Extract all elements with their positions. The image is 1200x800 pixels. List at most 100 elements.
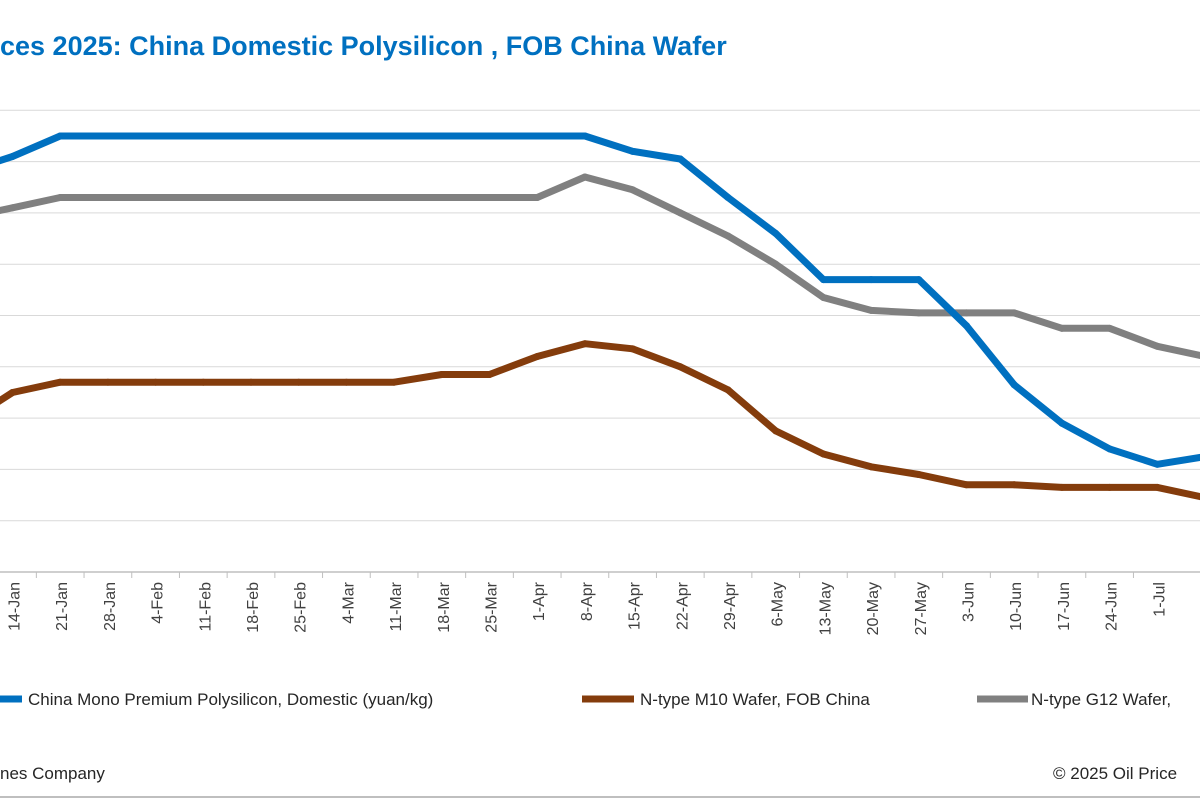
data-point	[1106, 324, 1114, 332]
data-point	[772, 260, 780, 268]
data-point	[104, 378, 112, 386]
x-tick-label: 25-Mar	[484, 581, 501, 632]
data-point	[724, 194, 732, 202]
x-tick-label: 11-Feb	[197, 582, 214, 632]
data-point	[629, 186, 637, 194]
data-point	[9, 204, 16, 212]
data-point	[438, 194, 446, 202]
x-tick-label: 4-Mar	[340, 581, 357, 623]
data-point	[1058, 419, 1066, 427]
data-point	[676, 155, 684, 163]
data-point	[772, 229, 780, 237]
data-point	[342, 194, 350, 202]
x-axis: 14-Jan 21-Jan 28-Jan 4-Feb 11-Feb 18-Feb 25-Fe…	[0, 571, 1200, 635]
data-point	[915, 276, 923, 284]
data-point	[486, 370, 493, 378]
data-point	[629, 147, 637, 155]
data-point	[963, 309, 970, 317]
x-tick-label: 6-May	[770, 582, 787, 626]
x-tick-label: 24-Jun	[1104, 582, 1121, 631]
x-tick-label: 18-Feb	[245, 582, 262, 633]
data-point	[581, 173, 589, 181]
gridlines	[0, 109, 1200, 522]
data-point	[104, 194, 112, 202]
data-point	[199, 132, 207, 140]
data-point	[152, 194, 160, 202]
source-credit: nes Company	[0, 764, 105, 783]
bottom-rule	[0, 796, 1200, 798]
x-tick-label: 13-May	[817, 582, 834, 635]
data-point	[342, 132, 350, 140]
data-point	[1106, 483, 1114, 491]
data-point	[724, 386, 732, 394]
data-point	[1153, 460, 1161, 468]
data-point	[152, 132, 160, 140]
data-point	[438, 132, 446, 140]
series-line-1	[0, 132, 1200, 468]
data-point	[724, 232, 732, 240]
data-point	[1010, 381, 1018, 389]
data-point	[1153, 342, 1161, 350]
x-tick-label: 15-Apr	[627, 581, 644, 630]
x-tick-label: 1-Jul	[1151, 582, 1168, 617]
data-point	[390, 194, 398, 202]
series-line-3	[0, 173, 1200, 360]
data-point	[629, 345, 637, 353]
data-point	[438, 370, 446, 378]
data-point	[1010, 309, 1018, 317]
x-tick-label: 10-Jun	[1008, 582, 1025, 631]
data-point	[533, 194, 541, 202]
data-point	[247, 378, 255, 386]
x-tick-label: 20-May	[865, 582, 882, 635]
data-point	[247, 132, 255, 140]
data-point	[819, 276, 827, 284]
data-point	[819, 450, 827, 458]
x-tick-label: 11-Mar	[388, 581, 405, 631]
data-point	[390, 132, 398, 140]
data-point	[104, 132, 112, 140]
data-point	[199, 378, 207, 386]
data-point	[819, 294, 827, 302]
x-tick-label: 3-Jun	[961, 582, 978, 622]
x-tick-label: 8-Apr	[579, 581, 596, 621]
data-point	[295, 378, 303, 386]
data-point	[1153, 483, 1161, 491]
x-tick-label: 28-Jan	[102, 582, 119, 631]
data-point	[772, 427, 780, 435]
data-point	[676, 209, 684, 217]
data-point	[581, 340, 589, 348]
x-tick-label: 29-Apr	[722, 581, 739, 630]
data-point	[152, 378, 160, 386]
data-point	[486, 132, 493, 140]
data-point	[915, 471, 923, 479]
legend-label-2: N-type M10 Wafer, FOB China	[640, 690, 870, 709]
data-point	[867, 463, 875, 471]
data-point	[676, 363, 684, 371]
data-point	[533, 132, 541, 140]
x-tick-label: 22-Apr	[674, 581, 691, 630]
x-tick-label: 25-Feb	[293, 582, 310, 633]
data-point	[390, 378, 398, 386]
data-point	[9, 152, 16, 160]
copyright-notice: © 2025 Oil Price	[1053, 764, 1178, 783]
data-point	[199, 194, 207, 202]
data-point	[963, 322, 970, 330]
x-tick-label: 1-Apr	[531, 581, 548, 621]
data-point	[247, 194, 255, 202]
x-tick-label: 17-Jun	[1056, 582, 1073, 631]
x-tick-label: 4-Feb	[150, 582, 167, 624]
data-point	[295, 194, 303, 202]
legend: China Mono Premium Polysilicon, Domestic…	[0, 690, 1171, 709]
x-tick-label: 18-Mar	[436, 581, 453, 632]
legend-label-3: N-type G12 Wafer,	[1031, 690, 1171, 709]
data-point	[295, 132, 303, 140]
x-tick-label: 14-Jan	[7, 582, 24, 631]
data-point	[915, 309, 923, 317]
data-point	[9, 388, 16, 396]
data-point	[867, 306, 875, 314]
series-lines	[0, 132, 1200, 501]
data-point	[867, 276, 875, 284]
data-point	[1058, 324, 1066, 332]
data-point	[1106, 445, 1114, 453]
